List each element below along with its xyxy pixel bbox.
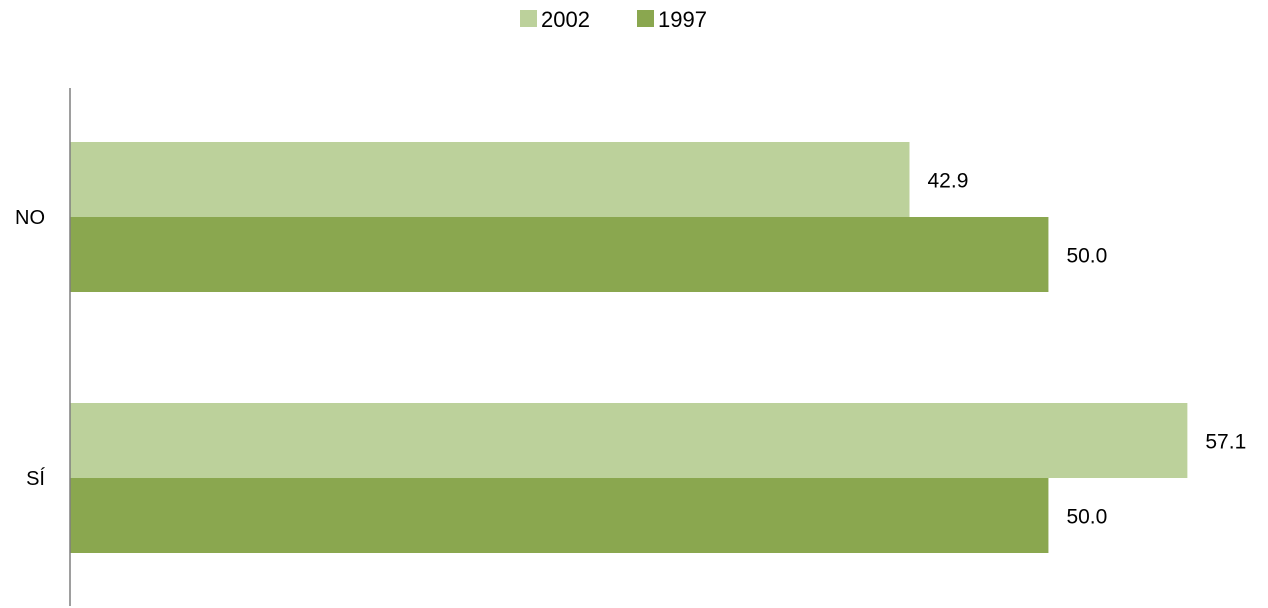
bar-SÍ-1997	[70, 478, 1049, 553]
category-label-SÍ: SÍ	[26, 467, 45, 490]
category-labels: NO SÍ	[15, 207, 45, 490]
bars	[70, 142, 1188, 553]
bar-SÍ-2002	[70, 403, 1188, 478]
legend-swatch-1997	[637, 10, 654, 27]
data-label-NO-1997: 50.0	[1066, 245, 1107, 268]
data-label-NO-2002: 42.9	[928, 170, 969, 193]
bar-NO-1997	[70, 217, 1049, 292]
data-label-SÍ-1997: 50.0	[1066, 506, 1107, 529]
legend-label-2002: 2002	[541, 7, 590, 32]
legend: 2002 1997	[520, 7, 707, 32]
category-label-NO: NO	[15, 207, 45, 229]
legend-swatch-2002	[520, 10, 537, 27]
data-label-SÍ-2002: 57.1	[1205, 431, 1246, 454]
legend-label-1997: 1997	[658, 7, 707, 32]
bar-NO-2002	[70, 142, 910, 217]
data-labels: 42.9 50.0 57.1 50.0	[928, 170, 1247, 529]
